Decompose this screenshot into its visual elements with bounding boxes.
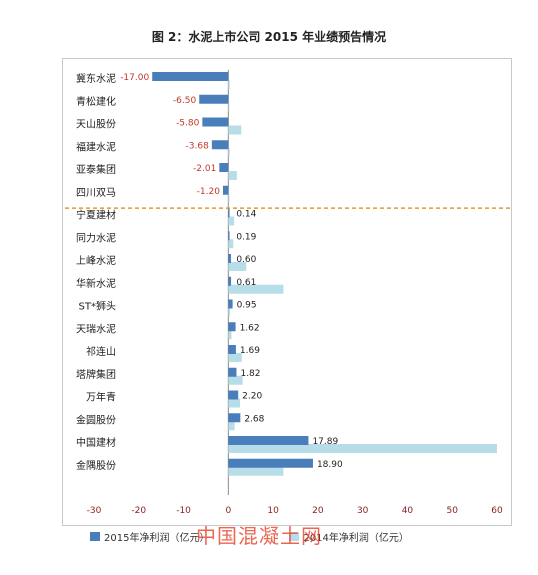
data-label-2015: 18.90 <box>317 460 343 470</box>
bar-2015 <box>228 231 230 241</box>
category-label: 金隅股份 <box>76 459 116 472</box>
bar-2014 <box>228 239 234 249</box>
bar-2015 <box>219 163 229 172</box>
category-label: 天瑞水泥 <box>76 322 116 335</box>
bar-2014 <box>228 375 243 385</box>
legend-swatch-2014 <box>289 531 300 541</box>
category-label: 福建水泥 <box>76 140 116 153</box>
chart-title: 图 2：水泥上市公司 2015 年业绩预告情况 <box>151 30 387 44</box>
bar-2014 <box>228 80 230 89</box>
bar-2015 <box>222 185 229 195</box>
bar-2015 <box>152 72 229 81</box>
data-label-2015: -3.68 <box>186 141 210 151</box>
bar-2014 <box>228 466 284 476</box>
x-tick-label: 50 <box>446 506 458 516</box>
bar-2015 <box>228 299 233 309</box>
bar-2014 <box>228 102 230 112</box>
bar-2015 <box>228 276 232 286</box>
data-label-2015: -2.01 <box>193 164 216 174</box>
bar-2015 <box>202 117 229 127</box>
data-label-2015: 1.82 <box>240 369 260 379</box>
data-label-2015: -5.80 <box>176 119 200 129</box>
legend-item-2014: 2014年净利润（亿元） <box>289 529 409 544</box>
bar-2015 <box>199 94 229 104</box>
category-label: 万年青 <box>86 391 116 404</box>
category-label: 中国建材 <box>76 436 116 449</box>
bar-2015 <box>211 140 229 150</box>
bar-2014 <box>228 125 242 135</box>
bar-2015 <box>228 390 239 400</box>
data-label-2015: 0.95 <box>237 301 257 311</box>
bar-2014 <box>228 353 242 362</box>
x-tick-label: 60 <box>491 506 503 516</box>
bar-2015 <box>228 322 236 332</box>
legend-label-2015: 2015年净利润（亿元） <box>104 532 210 544</box>
data-label-2015: 1.62 <box>240 323 260 333</box>
bar-2014 <box>228 444 498 453</box>
bar-2015 <box>228 208 230 218</box>
category-label: 塔牌集团 <box>76 368 116 381</box>
data-label-2015: -6.50 <box>173 96 197 106</box>
category-label: 宁夏建材 <box>76 209 116 222</box>
category-label: 同力水泥 <box>76 231 116 244</box>
data-label-2015: 17.89 <box>312 437 338 447</box>
bar-2014 <box>228 330 232 340</box>
data-label-2015: 0.14 <box>236 210 256 220</box>
data-label-2015: 0.19 <box>236 232 256 242</box>
category-label: ST*狮头 <box>79 300 116 313</box>
bar-2014 <box>228 284 284 294</box>
chart-legend: 2015年净利润（亿元） 2014年净利润（亿元） <box>90 528 409 544</box>
bar-2015 <box>228 345 236 354</box>
bar-2014 <box>228 216 235 226</box>
data-label-2015: 2.20 <box>242 392 262 402</box>
bar-2015 <box>228 413 241 423</box>
bar-2015 <box>228 254 232 263</box>
x-tick-label: 0 <box>225 506 231 516</box>
data-label-2015: 0.60 <box>236 255 256 265</box>
legend-swatch-2015 <box>90 531 100 541</box>
category-label: 冀东水泥 <box>76 72 116 85</box>
chart-frame <box>62 58 512 526</box>
bar-2015 <box>228 458 313 468</box>
bar-2014 <box>228 307 231 317</box>
bar-2015 <box>228 367 237 377</box>
x-tick-label: -30 <box>87 506 102 516</box>
category-label: 四川双马 <box>76 187 116 199</box>
category-label: 亚泰集团 <box>76 163 116 176</box>
data-label-2015: 0.61 <box>236 278 256 288</box>
data-label-2015: 1.69 <box>240 346 260 356</box>
category-label: 青松建化 <box>76 95 116 108</box>
category-label: 上峰水泥 <box>76 254 116 267</box>
category-label: 金圆股份 <box>76 413 116 426</box>
x-tick-label: 30 <box>357 506 369 516</box>
legend-item-2015: 2015年净利润（亿元） <box>90 529 209 544</box>
category-label: 祁连山 <box>86 345 116 358</box>
category-label: 天山股份 <box>76 119 116 131</box>
bar-2014 <box>228 193 230 203</box>
x-tick-label: -10 <box>176 506 191 516</box>
data-label-2015: -17.00 <box>120 73 149 83</box>
x-tick-label: 10 <box>267 506 279 516</box>
x-tick-label: -20 <box>131 506 146 516</box>
bar-2014 <box>228 148 230 158</box>
x-tick-label: 20 <box>312 506 324 516</box>
legend-label-2014: 2014年净利润（亿元） <box>303 532 409 544</box>
x-tick-label: 40 <box>402 506 414 516</box>
bar-2014 <box>228 421 235 431</box>
data-label-2015: -1.20 <box>197 187 221 197</box>
bar-2014 <box>228 262 247 271</box>
data-label-2015: 2.68 <box>244 414 264 424</box>
bar-2014 <box>228 171 237 180</box>
category-label: 华新水泥 <box>76 277 116 290</box>
bar-2014 <box>228 398 240 408</box>
bar-2015 <box>228 436 309 445</box>
